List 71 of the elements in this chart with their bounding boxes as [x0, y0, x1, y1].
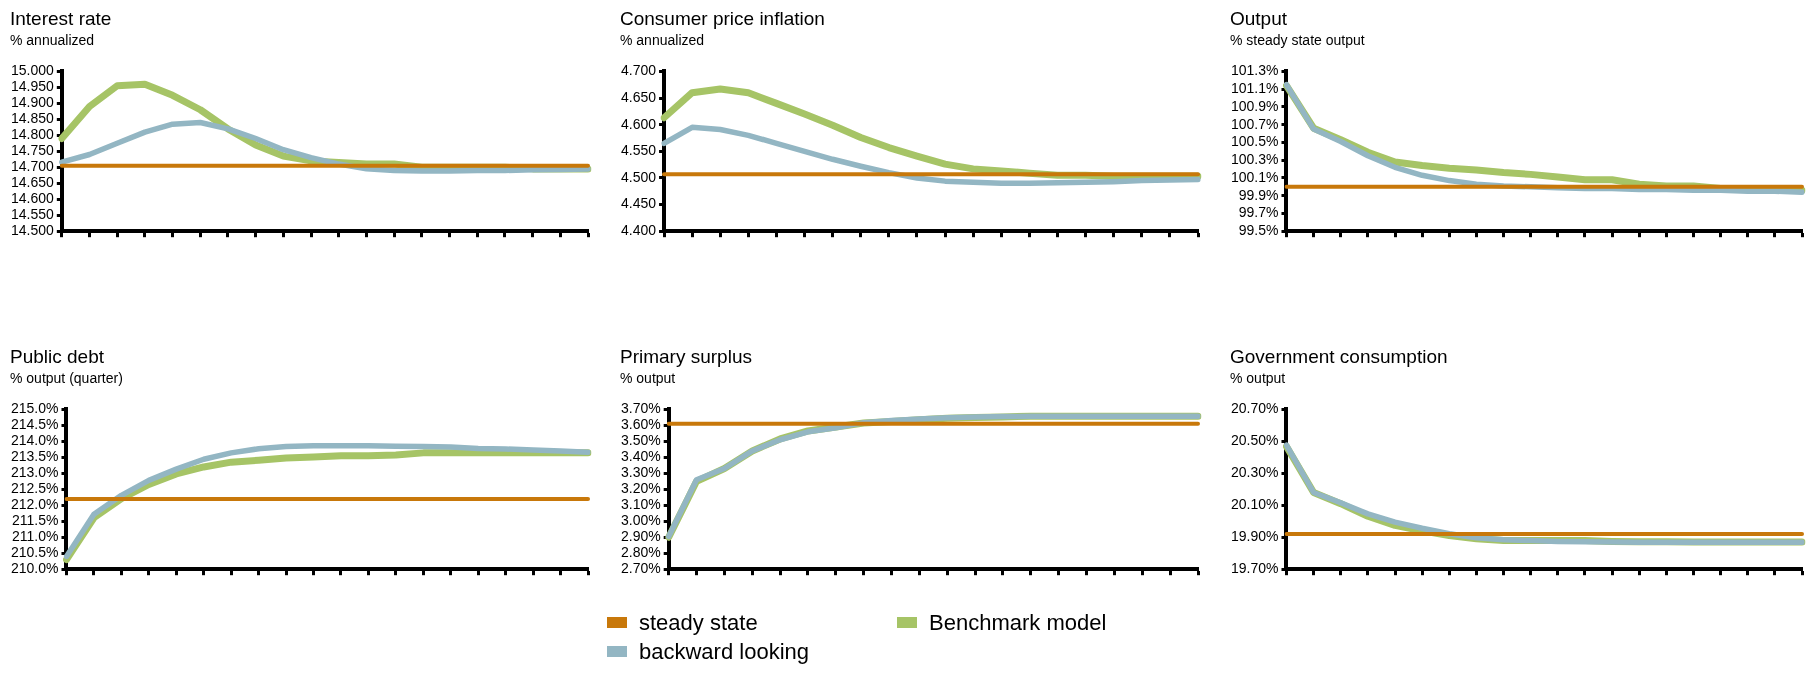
y-tick-label: 2.70%: [620, 560, 661, 577]
y-tick-label: 14.550: [10, 206, 55, 223]
y-tick-label: 4.600: [620, 115, 657, 132]
y-tick-label: 3.50%: [620, 432, 661, 449]
y-tick-label: 99.7%: [1238, 204, 1279, 221]
chart-subtitle: % output: [1230, 370, 1286, 386]
chart-title: Primary surplus: [620, 346, 752, 368]
y-tick-label: 3.10%: [620, 496, 661, 513]
y-tick-label: 100.7%: [1231, 115, 1279, 132]
y-tick-label: 4.650: [620, 88, 657, 105]
y-tick-label: 14.750: [10, 142, 55, 159]
y-tick-label: 3.40%: [620, 448, 661, 465]
y-tick-label: 4.400: [620, 222, 657, 239]
y-tick-label: 3.60%: [620, 416, 661, 433]
y-tick-label: 4.450: [620, 195, 657, 212]
y-tick-label: 20.10%: [1231, 496, 1279, 513]
chart-title: Interest rate: [10, 8, 112, 30]
y-tick-label: 20.70%: [1231, 400, 1279, 417]
y-tick-label: 2.90%: [620, 528, 661, 545]
y-tick-label: 14.850: [10, 110, 55, 127]
y-tick-label: 15.000: [10, 62, 55, 79]
y-tick-label: 3.30%: [620, 464, 661, 481]
y-tick-label: 213.0%: [11, 464, 59, 481]
y-tick-label: 215.0%: [11, 400, 59, 417]
y-tick-label: 4.700: [620, 62, 657, 79]
legend-label: Benchmark model: [929, 610, 1107, 635]
y-tick-label: 101.1%: [1231, 80, 1279, 97]
legend-label: steady state: [639, 610, 758, 635]
y-tick-label: 20.30%: [1231, 464, 1279, 481]
y-tick-label: 212.0%: [11, 496, 59, 513]
y-tick-label: 210.5%: [11, 544, 59, 561]
y-tick-label: 210.0%: [11, 560, 59, 577]
chart-subtitle: % annualized: [10, 32, 95, 48]
chart-subtitle: % output: [620, 370, 676, 386]
y-tick-label: 100.3%: [1231, 151, 1279, 168]
chart-title: Public debt: [10, 346, 105, 368]
y-tick-label: 4.550: [620, 142, 657, 159]
y-tick-label: 2.80%: [620, 544, 661, 561]
y-tick-label: 20.50%: [1231, 432, 1279, 449]
y-tick-label: 14.900: [10, 94, 55, 111]
y-tick-label: 100.1%: [1231, 168, 1279, 185]
chart-subtitle: % steady state output: [1230, 32, 1365, 48]
y-tick-label: 14.700: [10, 158, 55, 175]
y-tick-label: 14.800: [10, 126, 55, 143]
y-tick-label: 211.0%: [12, 528, 59, 545]
y-tick-label: 100.5%: [1231, 133, 1279, 150]
chart-title: Output: [1230, 8, 1288, 30]
y-tick-label: 14.950: [10, 78, 55, 95]
y-tick-label: 19.70%: [1231, 560, 1279, 577]
y-tick-label: 99.9%: [1238, 186, 1279, 203]
chart-title: Government consumption: [1230, 346, 1448, 368]
y-tick-label: 99.5%: [1238, 222, 1279, 239]
chart-title: Consumer price inflation: [620, 8, 825, 30]
y-tick-label: 19.90%: [1231, 528, 1279, 545]
y-tick-label: 3.70%: [620, 400, 661, 417]
y-tick-label: 3.20%: [620, 480, 661, 497]
y-tick-label: 213.5%: [11, 448, 59, 465]
y-tick-label: 101.3%: [1231, 62, 1279, 79]
y-tick-label: 212.5%: [11, 480, 59, 497]
chart-subtitle: % annualized: [620, 32, 705, 48]
legend-label: backward looking: [639, 639, 809, 664]
y-tick-label: 14.500: [10, 222, 55, 239]
y-tick-label: 14.600: [10, 190, 55, 207]
y-tick-label: 100.9%: [1231, 97, 1279, 114]
y-tick-label: 14.650: [10, 174, 55, 191]
chart-subtitle: % output (quarter): [10, 370, 123, 386]
y-tick-label: 211.5%: [12, 512, 59, 529]
y-tick-label: 3.00%: [620, 512, 661, 529]
y-tick-label: 4.500: [620, 168, 657, 185]
y-tick-label: 214.0%: [11, 432, 59, 449]
y-tick-label: 214.5%: [11, 416, 59, 433]
